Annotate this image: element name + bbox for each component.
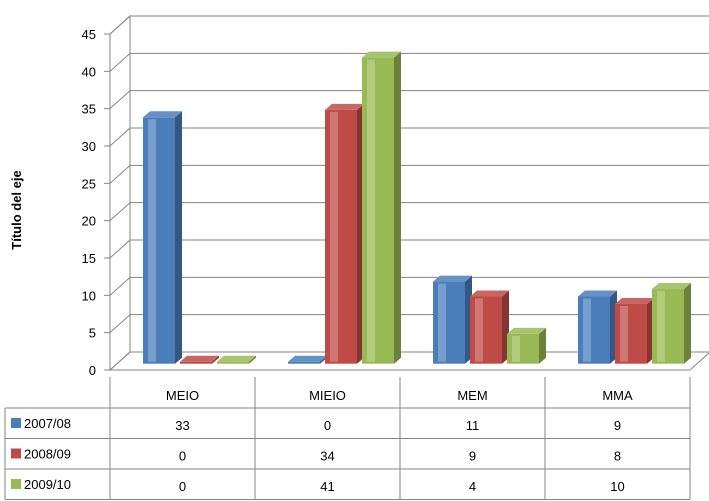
bar-front bbox=[325, 109, 357, 364]
bar-top bbox=[143, 111, 182, 118]
y-tick-label: 0 bbox=[89, 363, 96, 378]
bar-2007-08-mieio bbox=[288, 355, 327, 364]
bar-2008-09-mieio bbox=[325, 103, 364, 364]
bar-highlight bbox=[583, 298, 591, 362]
data-label: 8 bbox=[614, 449, 621, 464]
y-tick-label: 5 bbox=[89, 326, 96, 341]
gridline bbox=[109, 276, 709, 296]
gridline bbox=[109, 15, 709, 35]
y-axis-title: Título del eje bbox=[9, 170, 24, 249]
y-tick-label: 25 bbox=[82, 176, 96, 191]
bar-front bbox=[180, 361, 212, 364]
data-label: 9 bbox=[614, 418, 621, 433]
bar-2009-10-meio bbox=[217, 355, 256, 364]
bar-front bbox=[143, 117, 175, 364]
data-label: 34 bbox=[320, 449, 334, 464]
bar-top bbox=[325, 103, 364, 110]
bar-highlight bbox=[438, 283, 446, 362]
category-label: MIEIO bbox=[309, 388, 346, 403]
bar-highlight bbox=[367, 59, 375, 362]
bar-top bbox=[470, 290, 509, 297]
bar-highlight bbox=[475, 298, 483, 362]
legend-label: 2009/10 bbox=[24, 477, 71, 492]
data-label: 0 bbox=[179, 449, 186, 464]
gridline bbox=[109, 127, 709, 147]
bar-2008-09-meio bbox=[180, 355, 219, 364]
floor bbox=[108, 351, 709, 371]
legend-label: 2007/08 bbox=[24, 416, 71, 431]
category-label: MEIO bbox=[166, 388, 199, 403]
gridline bbox=[109, 239, 709, 259]
bar-side bbox=[539, 327, 546, 364]
data-label: 10 bbox=[610, 479, 624, 494]
legend-key bbox=[11, 479, 21, 489]
value-axis: 0 5 10 15 20 25 30 35 40 45 bbox=[82, 27, 110, 378]
bar-highlight bbox=[512, 335, 520, 362]
category-label: MMA bbox=[602, 388, 633, 403]
data-label: 0 bbox=[324, 418, 331, 433]
bar-side bbox=[249, 355, 256, 364]
gridline bbox=[109, 202, 709, 222]
y-tick-label: 15 bbox=[82, 251, 96, 266]
bar-top bbox=[615, 297, 654, 304]
bar-2009-10-mieio bbox=[362, 51, 401, 364]
bar-series-group bbox=[143, 51, 691, 364]
bar-2008-09-mma bbox=[615, 297, 654, 364]
bar-side bbox=[394, 51, 401, 364]
y-tick-label: 30 bbox=[82, 139, 96, 154]
bar-top bbox=[652, 283, 691, 290]
bar-front bbox=[507, 333, 539, 364]
bar-highlight bbox=[620, 305, 628, 362]
legend-key bbox=[11, 418, 21, 428]
bar-front bbox=[433, 281, 465, 364]
bar-highlight bbox=[330, 111, 338, 362]
bar-highlight bbox=[657, 291, 665, 362]
bar-side bbox=[175, 111, 182, 364]
bar-top bbox=[433, 275, 472, 282]
bar-top bbox=[180, 355, 219, 362]
legend-label: 2008/09 bbox=[24, 447, 71, 462]
gridline bbox=[109, 164, 709, 184]
bar-front bbox=[578, 296, 610, 364]
data-label: 4 bbox=[469, 479, 476, 494]
gridline bbox=[109, 52, 709, 72]
bar-side bbox=[684, 283, 691, 364]
bar-2008-09-mem bbox=[470, 290, 509, 364]
data-label: 33 bbox=[175, 418, 189, 433]
bar-front bbox=[362, 57, 394, 364]
bar-front bbox=[470, 296, 502, 364]
bar-front bbox=[615, 303, 647, 364]
bar-front bbox=[217, 361, 249, 364]
bar-top bbox=[217, 355, 256, 362]
y-tick-label: 40 bbox=[82, 64, 96, 79]
bar-2009-10-mma bbox=[652, 283, 691, 364]
bar-front bbox=[288, 361, 320, 364]
gridline bbox=[109, 90, 709, 110]
bar-top bbox=[507, 327, 546, 334]
bar-top bbox=[578, 290, 617, 297]
data-label: 0 bbox=[179, 479, 186, 494]
y-tick-label: 10 bbox=[82, 288, 96, 303]
bar-2007-08-meio bbox=[143, 111, 182, 364]
bar-front bbox=[652, 289, 684, 364]
bar-2007-08-mem bbox=[433, 275, 472, 364]
y-tick-label: 20 bbox=[82, 214, 96, 229]
data-label: 11 bbox=[466, 418, 480, 433]
bar-top bbox=[288, 355, 327, 362]
bar-side bbox=[212, 355, 219, 364]
gridline bbox=[109, 314, 709, 334]
category-label: MEM bbox=[457, 388, 487, 403]
legend-key bbox=[11, 448, 21, 459]
bar-2007-08-mma bbox=[578, 290, 617, 364]
plot-area bbox=[108, 14, 709, 372]
bar-top bbox=[362, 51, 401, 58]
data-label: 9 bbox=[469, 449, 476, 464]
bar-highlight bbox=[148, 119, 156, 362]
bar-2009-10-mem bbox=[507, 327, 546, 364]
y-tick-label: 35 bbox=[82, 102, 96, 117]
data-table: MEIO MIEIO MEM MMA 2007/08 33 0 11 9 2008/09 0 34 9 8… bbox=[4, 377, 691, 500]
data-label: 41 bbox=[320, 479, 334, 494]
y-tick-label: 45 bbox=[82, 27, 96, 42]
